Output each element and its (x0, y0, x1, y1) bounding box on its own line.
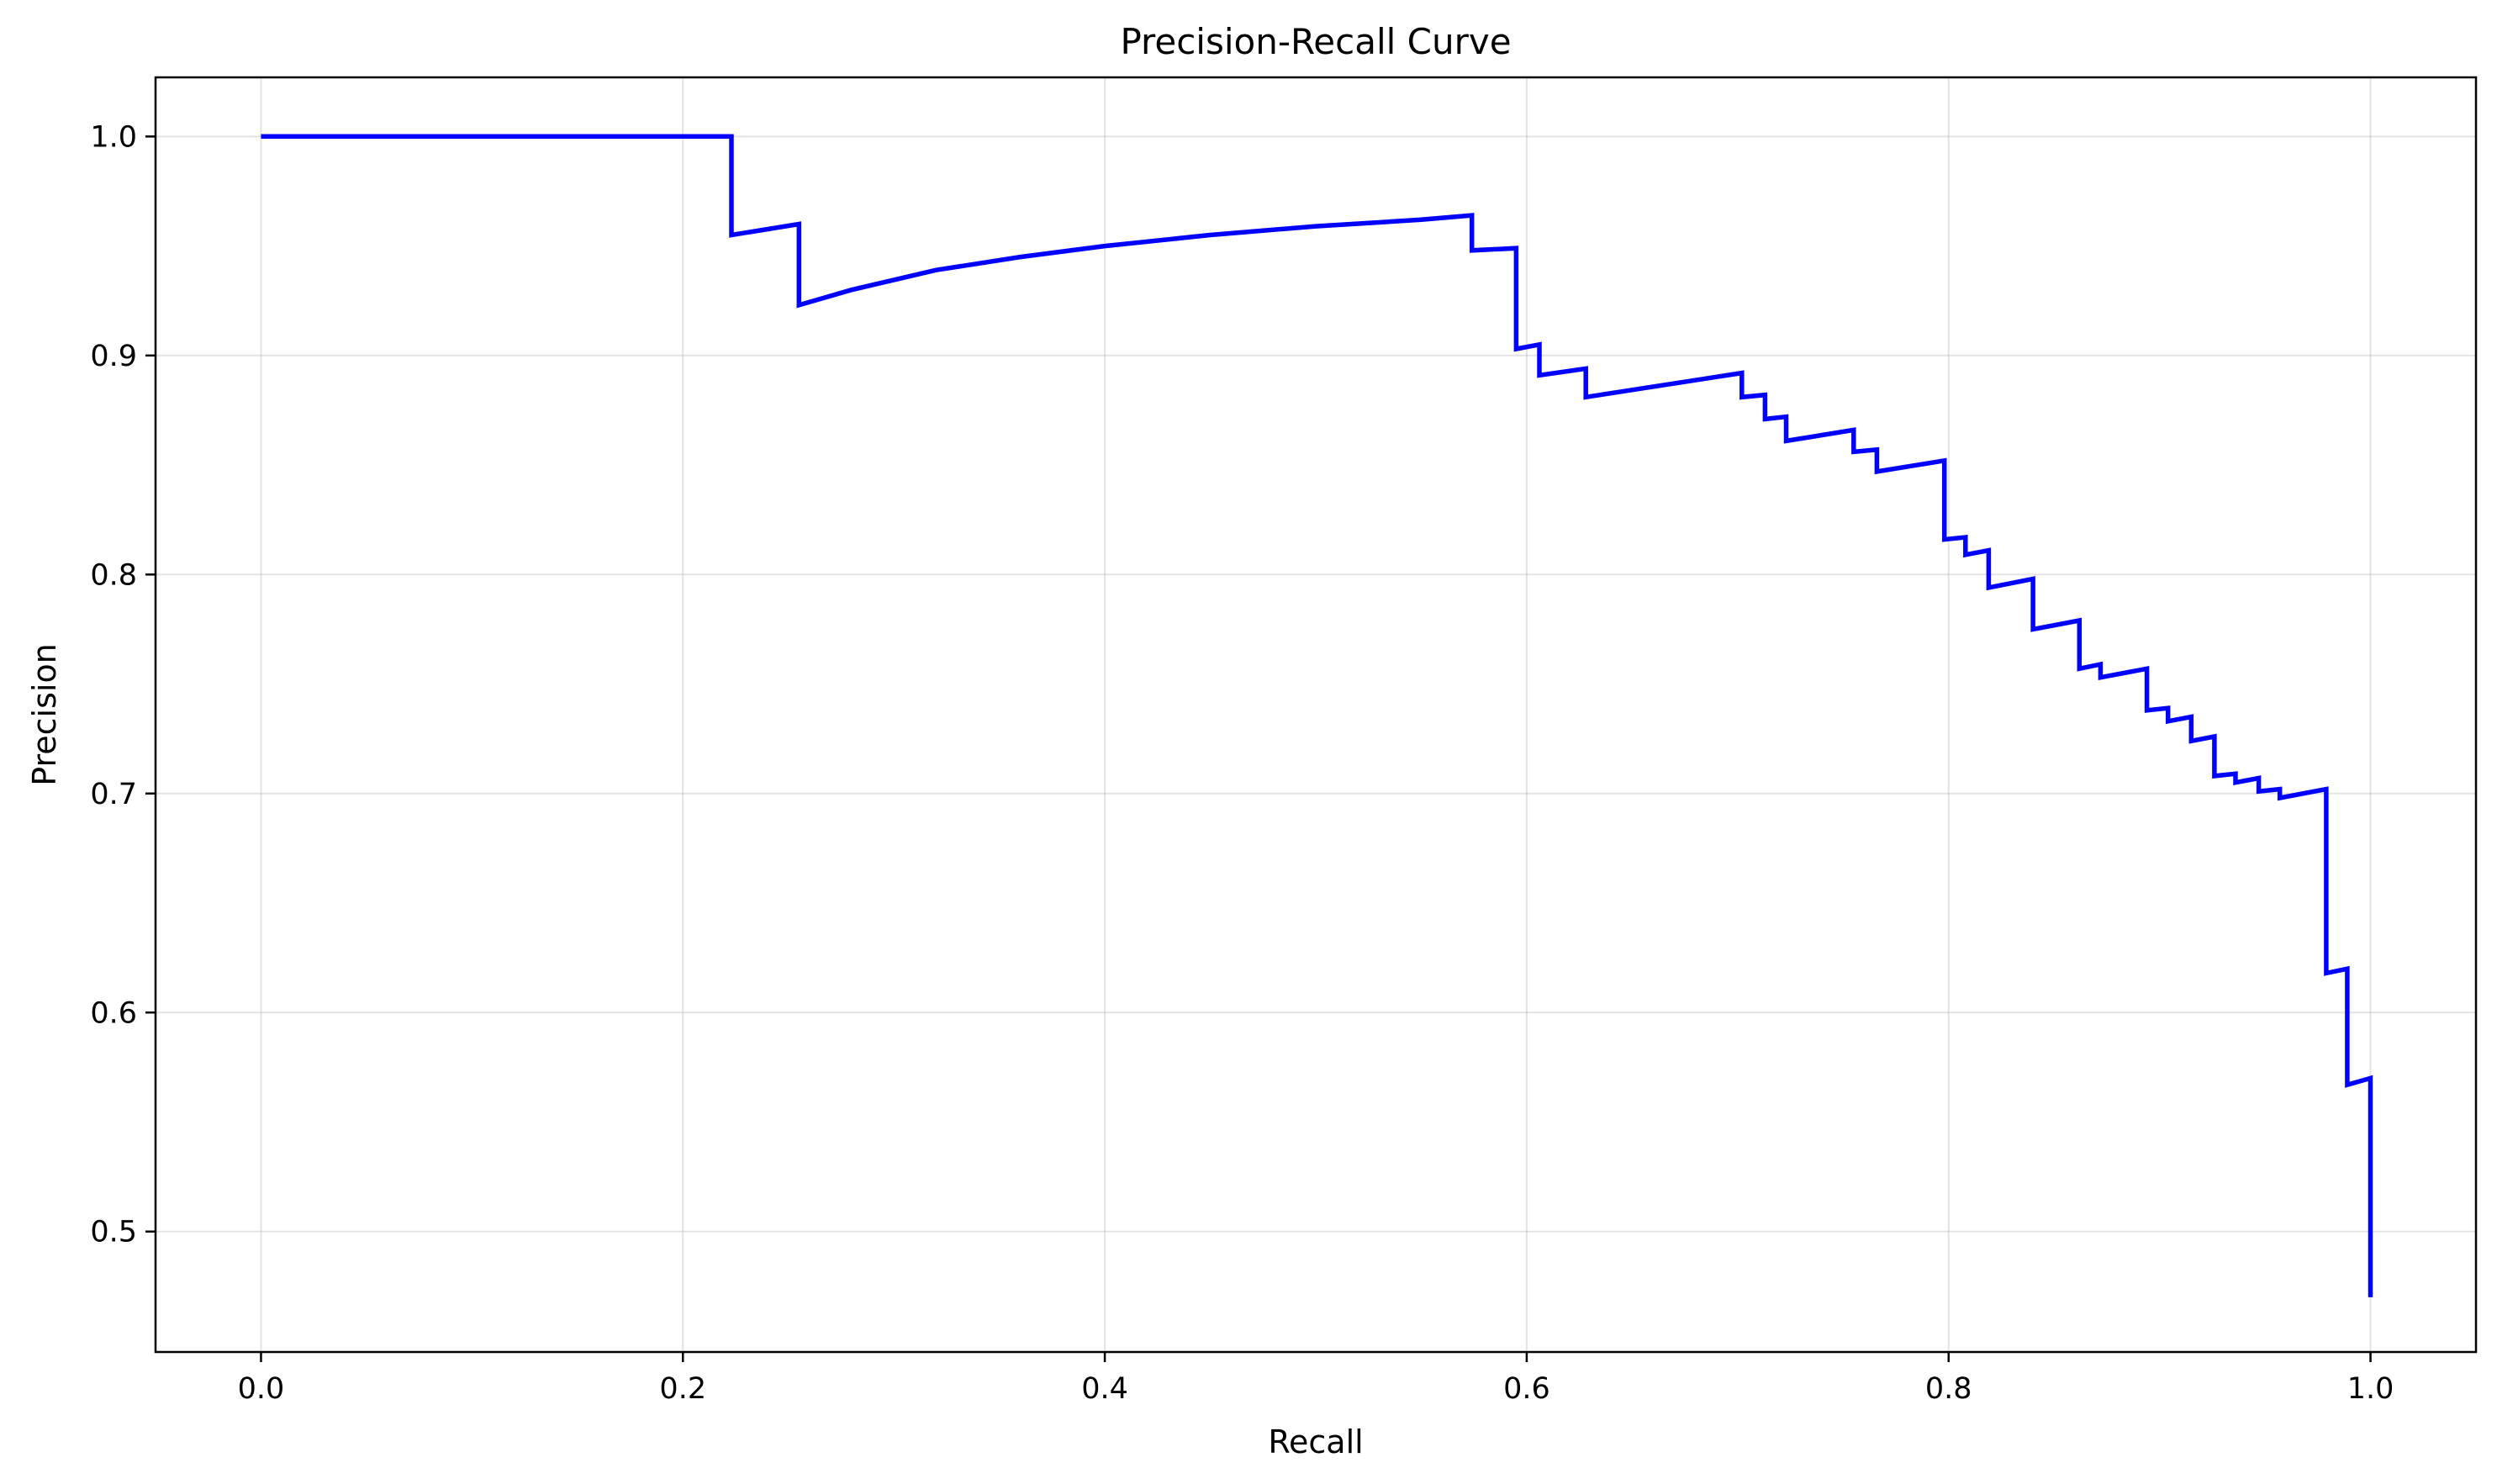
y-tick-label: 1.0 (90, 120, 137, 154)
x-tick-label: 0.0 (238, 1372, 285, 1406)
x-axis-label: Recall (1268, 1423, 1363, 1460)
plot-frame (154, 76, 2478, 1354)
chart-title: Precision-Recall Curve (1120, 21, 1511, 62)
curve-layer (261, 134, 2373, 1297)
y-tick-label: 0.8 (90, 558, 137, 592)
y-tick-label: 0.9 (90, 340, 137, 373)
y-axis-label: Precision (26, 643, 63, 786)
y-tick-label: 0.6 (90, 996, 137, 1030)
y-tick-label: 0.5 (90, 1216, 137, 1249)
pr-curve-line (261, 134, 2373, 1297)
x-tick-label: 0.6 (1503, 1372, 1550, 1406)
y-tick-label: 0.7 (90, 778, 137, 811)
x-tick-label: 0.8 (1925, 1372, 1972, 1406)
axis-ticks: 0.0 0.2 0.4 0.6 0.8 1.0 0.5 0.6 0.7 0.8 0.9 1.0 (90, 120, 2394, 1406)
x-tick-label: 1.0 (2347, 1372, 2394, 1406)
x-tick-label: 0.2 (659, 1372, 706, 1406)
x-tick-label: 0.4 (1081, 1372, 1128, 1406)
grid-lines (156, 77, 2476, 1352)
